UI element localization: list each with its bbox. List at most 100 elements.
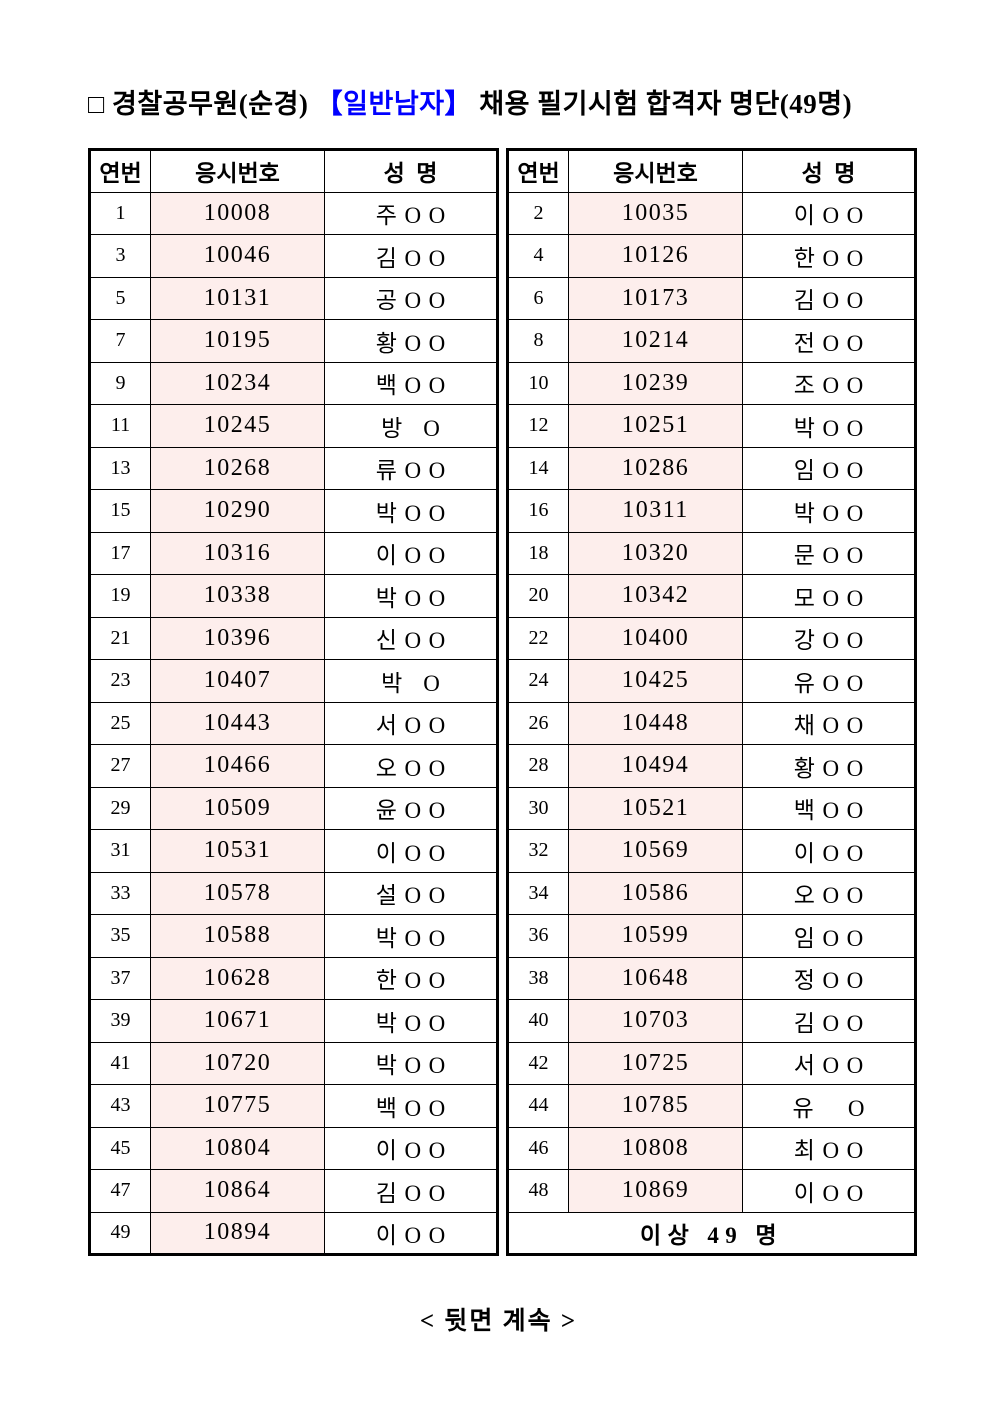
table-row: 7 10195 황OO — [89, 319, 498, 363]
name-cell: 박OO — [324, 999, 498, 1043]
table-row: 6 10173 김OO — [507, 276, 916, 320]
table-row: 32 10569 이OO — [507, 829, 916, 873]
exam-number-cell: 10531 — [150, 829, 325, 873]
row-number-cell: 47 — [89, 1169, 151, 1213]
row-number-cell: 33 — [89, 871, 151, 915]
exam-number-cell: 10396 — [150, 616, 325, 660]
exam-number-cell: 10245 — [150, 404, 325, 448]
name-cell: 신OO — [324, 616, 498, 660]
exam-number-cell: 10588 — [150, 914, 325, 958]
table-row: 27 10466 오OO — [89, 744, 498, 788]
exam-number-cell: 10808 — [568, 1126, 743, 1170]
exam-number-cell: 10008 — [150, 191, 325, 235]
table-row: 47 10864 김OO — [89, 1169, 498, 1213]
name-cell: 서OO — [324, 701, 498, 745]
table-row: 26 10448 채OO — [507, 701, 916, 745]
table-row: 17 10316 이OO — [89, 531, 498, 575]
exam-number-cell: 10521 — [568, 786, 743, 830]
exam-number-cell: 10628 — [150, 956, 325, 1000]
exam-number-cell: 10268 — [150, 446, 325, 490]
row-number-cell: 22 — [507, 616, 569, 660]
row-number-cell: 35 — [89, 914, 151, 958]
table-row: 18 10320 문OO — [507, 531, 916, 575]
table-row: 3 10046 김OO — [89, 234, 498, 278]
table-row: 5 10131 공OO — [89, 276, 498, 320]
row-number-cell: 18 — [507, 531, 569, 575]
row-number-cell: 42 — [507, 1041, 569, 1085]
header-name: 성 명 — [742, 149, 916, 193]
table-row: 43 10775 백OO — [89, 1084, 498, 1128]
table-row: 42 10725 서OO — [507, 1041, 916, 1085]
title-suffix: 채용 필기시험 합격자 명단(49명) — [472, 89, 853, 119]
exam-number-cell: 10407 — [150, 659, 325, 703]
name-cell: 임OO — [742, 446, 916, 490]
table-header: 연번 응시번호 성 명 — [89, 149, 498, 193]
table-row: 23 10407 박 O — [89, 659, 498, 703]
row-number-cell: 15 — [89, 489, 151, 533]
row-number-cell: 12 — [507, 404, 569, 448]
name-cell: 박OO — [324, 574, 498, 618]
exam-number-cell: 10578 — [150, 871, 325, 915]
table-row: 38 10648 정OO — [507, 956, 916, 1000]
exam-number-cell: 10342 — [568, 574, 743, 618]
row-number-cell: 36 — [507, 914, 569, 958]
table-row: 33 10578 설OO — [89, 871, 498, 915]
exam-number-cell: 10599 — [568, 914, 743, 958]
row-number-cell: 16 — [507, 489, 569, 533]
exam-number-cell: 10703 — [568, 999, 743, 1043]
exam-number-cell: 10569 — [568, 829, 743, 873]
name-cell: 이OO — [742, 191, 916, 235]
row-number-cell: 17 — [89, 531, 151, 575]
row-number-cell: 29 — [89, 786, 151, 830]
name-cell: 이OO — [324, 829, 498, 873]
exam-number-cell: 10311 — [568, 489, 743, 533]
table-row: 30 10521 백OO — [507, 786, 916, 830]
name-cell: 이OO — [324, 531, 498, 575]
title-prefix: □ 경찰공무원(순경) — [88, 89, 316, 119]
exam-number-cell: 10234 — [150, 361, 325, 405]
header-no: 연번 — [507, 149, 569, 193]
title-highlight: 【일반남자】 — [315, 89, 473, 119]
header-name: 성 명 — [324, 149, 498, 193]
row-number-cell: 13 — [89, 446, 151, 490]
row-number-cell: 39 — [89, 999, 151, 1043]
table-row: 16 10311 박OO — [507, 489, 916, 533]
row-number-cell: 45 — [89, 1126, 151, 1170]
row-number-cell: 11 — [89, 404, 151, 448]
row-number-cell: 2 — [507, 191, 569, 235]
row-number-cell: 23 — [89, 659, 151, 703]
exam-number-cell: 10316 — [150, 531, 325, 575]
row-number-cell: 40 — [507, 999, 569, 1043]
name-cell: 황OO — [324, 319, 498, 363]
name-cell: 주OO — [324, 191, 498, 235]
table-row: 35 10588 박OO — [89, 914, 498, 958]
row-number-cell: 20 — [507, 574, 569, 618]
name-cell: 백OO — [324, 361, 498, 405]
exam-number-cell: 10425 — [568, 659, 743, 703]
row-number-cell: 46 — [507, 1126, 569, 1170]
exam-number-cell: 10320 — [568, 531, 743, 575]
exam-number-cell: 10466 — [150, 744, 325, 788]
name-cell: 설OO — [324, 871, 498, 915]
name-cell: 류OO — [324, 446, 498, 490]
row-number-cell: 37 — [89, 956, 151, 1000]
row-number-cell: 21 — [89, 616, 151, 660]
table-row: 41 10720 박OO — [89, 1041, 498, 1085]
row-number-cell: 19 — [89, 574, 151, 618]
exam-number-cell: 10131 — [150, 276, 325, 320]
name-cell: 김OO — [324, 1169, 498, 1213]
table-row: 8 10214 전OO — [507, 319, 916, 363]
row-number-cell: 30 — [507, 786, 569, 830]
row-number-cell: 24 — [507, 659, 569, 703]
table-row: 19 10338 박OO — [89, 574, 498, 618]
exam-number-cell: 10338 — [150, 574, 325, 618]
table-row: 9 10234 백OO — [89, 361, 498, 405]
exam-number-cell: 10195 — [150, 319, 325, 363]
name-cell: 김OO — [742, 276, 916, 320]
summary-cell: 이상 49 명 — [507, 1211, 916, 1255]
header-row: 연번 응시번호 성 명 — [89, 149, 498, 193]
exam-number-cell: 10725 — [568, 1041, 743, 1085]
row-number-cell: 8 — [507, 319, 569, 363]
name-cell: 유OO — [742, 659, 916, 703]
exam-number-cell: 10046 — [150, 234, 325, 278]
